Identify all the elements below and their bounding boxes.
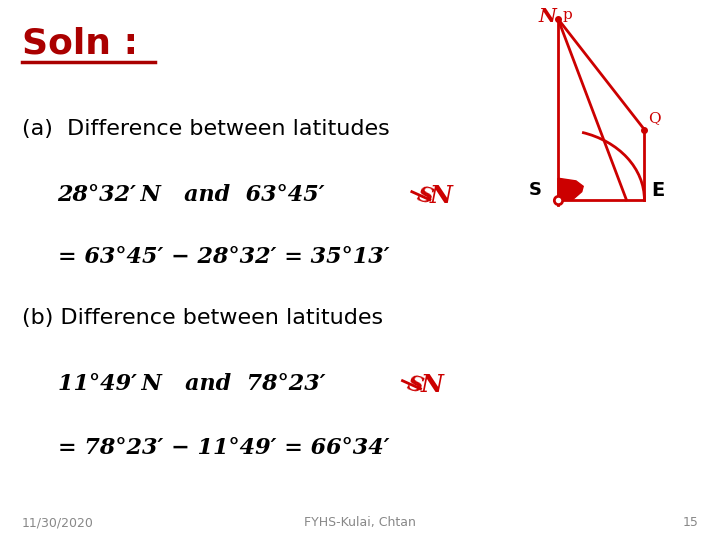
Text: S: S [529,181,542,199]
Text: Q: Q [648,111,661,125]
Text: 11/30/2020: 11/30/2020 [22,516,94,529]
Text: = 78°23′ − 11°49′ = 66°34′: = 78°23′ − 11°49′ = 66°34′ [58,437,390,460]
Text: 11°49′ N   and  78°23′: 11°49′ N and 78°23′ [58,373,325,395]
Text: Soln :: Soln : [22,27,138,61]
Text: (a)  Difference between latitudes: (a) Difference between latitudes [22,119,390,139]
Text: N: N [539,8,557,26]
Text: E: E [652,181,665,200]
Text: S: S [414,184,436,209]
Text: N: N [420,373,444,396]
Text: p: p [563,8,573,22]
Text: N: N [430,184,453,207]
Text: 15: 15 [683,516,698,529]
Polygon shape [558,178,583,200]
Text: (b) Difference between latitudes: (b) Difference between latitudes [22,308,383,328]
Text: S: S [405,373,426,398]
Text: 28°32′ N   and  63°45′: 28°32′ N and 63°45′ [58,184,325,206]
Text: FYHS-Kulai, Chtan: FYHS-Kulai, Chtan [304,516,416,529]
Text: = 63°45′ − 28°32′ = 35°13′: = 63°45′ − 28°32′ = 35°13′ [58,246,390,268]
